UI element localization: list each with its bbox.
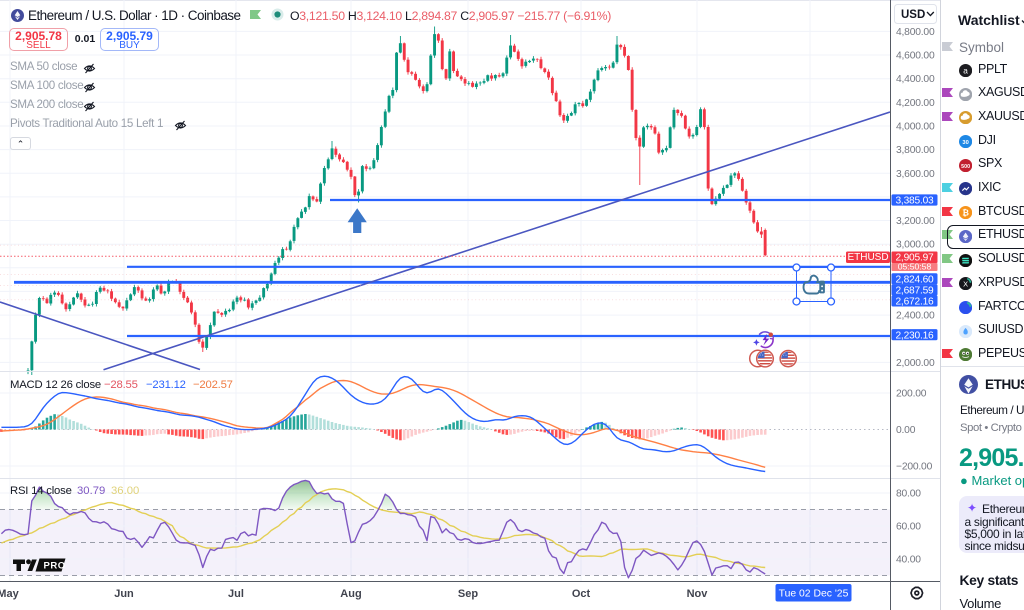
svg-text:3,000.00: 3,000.00: [896, 240, 935, 251]
svg-text:2,230.16: 2,230.16: [895, 330, 934, 341]
svg-text:30.79: 30.79: [77, 485, 105, 497]
svg-text:3,385.03: 3,385.03: [895, 196, 934, 207]
svg-text:80.00: 80.00: [896, 489, 921, 500]
svg-text:Oct: Oct: [572, 588, 591, 600]
svg-text:4,800.00: 4,800.00: [896, 27, 935, 38]
svg-text:2,000.00: 2,000.00: [896, 358, 935, 369]
svg-text:Jun: Jun: [114, 588, 134, 600]
svg-text:4,000.00: 4,000.00: [896, 122, 935, 133]
svg-text:X: X: [963, 280, 968, 289]
svg-text:May: May: [0, 588, 20, 600]
svg-text:a: a: [963, 66, 968, 75]
svg-text:3,600.00: 3,600.00: [896, 169, 935, 180]
svg-text:200.00: 200.00: [896, 389, 927, 400]
svg-text:−200.00: −200.00: [896, 462, 933, 473]
svg-text:MACD 12 26 close: MACD 12 26 close: [10, 379, 101, 391]
svg-text:RSI 14 close: RSI 14 close: [10, 485, 72, 497]
svg-text:Sep: Sep: [458, 588, 478, 600]
svg-text:40.00: 40.00: [896, 555, 921, 566]
svg-text:Jul: Jul: [228, 588, 244, 600]
svg-text:4,600.00: 4,600.00: [896, 51, 935, 62]
svg-text:36.00: 36.00: [111, 485, 139, 497]
svg-text:PRO: PRO: [44, 561, 66, 572]
svg-text:0.00: 0.00: [896, 425, 916, 436]
svg-text:Aug: Aug: [340, 588, 361, 600]
svg-text:2,687.59: 2,687.59: [895, 286, 934, 297]
svg-text:2,824.60: 2,824.60: [895, 274, 934, 285]
svg-text:Nov: Nov: [687, 588, 709, 600]
svg-text:ETHUSD: ETHUSD: [847, 252, 888, 263]
svg-text:−231.12: −231.12: [146, 379, 186, 391]
svg-text:2,905.97: 2,905.97: [895, 252, 934, 263]
svg-text:60.00: 60.00: [896, 522, 921, 533]
svg-text:2,400.00: 2,400.00: [896, 311, 935, 322]
svg-text:05:50:58: 05:50:58: [898, 262, 932, 272]
svg-text:30: 30: [962, 140, 968, 146]
svg-text:−202.57: −202.57: [193, 379, 233, 391]
svg-text:500: 500: [961, 164, 970, 170]
svg-text:−28.55: −28.55: [104, 379, 138, 391]
svg-text:Tue 02 Dec '25: Tue 02 Dec '25: [779, 588, 849, 599]
svg-text:3,800.00: 3,800.00: [896, 145, 935, 156]
svg-text:4,200.00: 4,200.00: [896, 98, 935, 109]
svg-text:4,400.00: 4,400.00: [896, 74, 935, 85]
svg-text:₿: ₿: [962, 208, 969, 218]
svg-text:USD: USD: [901, 9, 925, 21]
svg-text:2,672.16: 2,672.16: [895, 297, 934, 308]
svg-text:3,200.00: 3,200.00: [896, 216, 935, 227]
